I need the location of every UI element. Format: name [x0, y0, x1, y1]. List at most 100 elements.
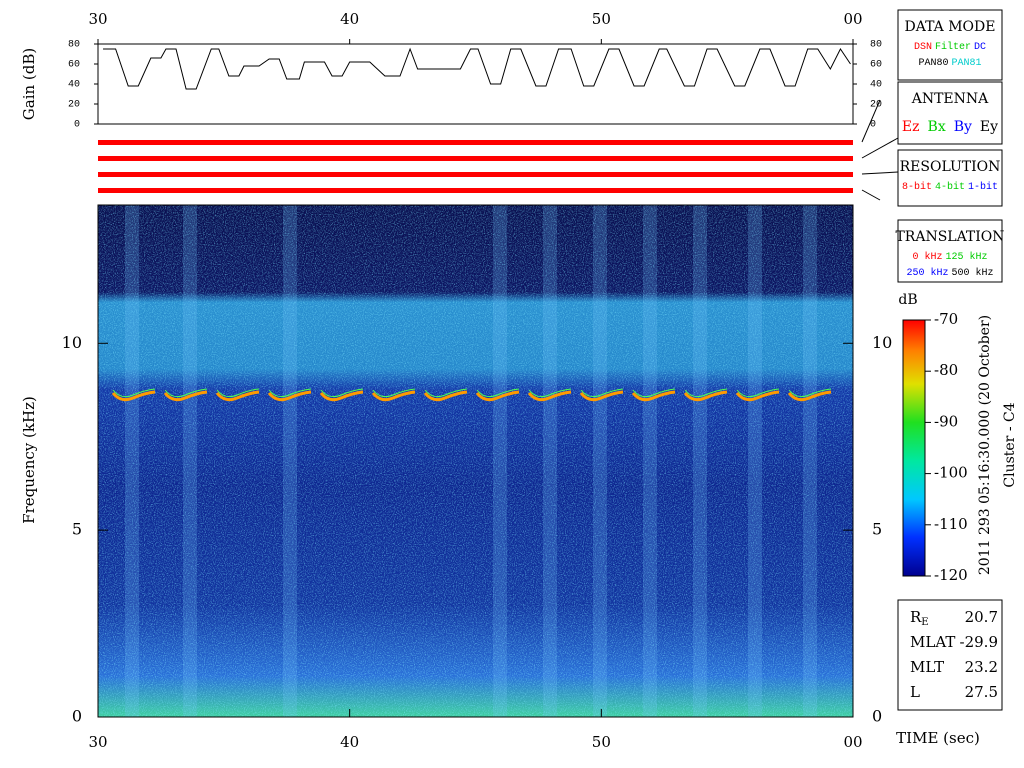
colorbar-tick-label: -80 [934, 361, 958, 379]
colorbar [902, 319, 926, 577]
status-bar [98, 140, 853, 145]
ephemeris-label-text: L [910, 683, 920, 701]
y-tick-label-right: 80 [870, 40, 882, 51]
y-tick-label: 40 [68, 80, 80, 91]
y-tick-label-right: 10 [872, 333, 892, 352]
connector [861, 189, 881, 201]
y-tick-label-right: 5 [872, 520, 882, 539]
emission-streak [543, 205, 557, 717]
status-item: Ey [980, 119, 998, 135]
emission-streak [283, 205, 297, 717]
ephemeris-value: 27.5 [965, 683, 998, 701]
ephemeris-value: -29.9 [960, 633, 998, 651]
colorbar-tick-label: -70 [934, 310, 958, 328]
y-tick-label: 60 [68, 60, 80, 71]
connector [861, 137, 899, 159]
status-box [897, 81, 1003, 145]
y-tick-label: 20 [68, 100, 80, 111]
spectrogram [98, 205, 853, 717]
y-tick-label-right: 60 [870, 60, 882, 71]
ephemeris-subscript: E [921, 617, 928, 628]
y-tick-label: 80 [68, 40, 80, 51]
emission-streak [493, 205, 507, 717]
status-row: 250 kHz 500 kHz [906, 267, 993, 279]
ephemeris-label-text: MLT [910, 658, 944, 676]
colorbar-tick-label: -100 [934, 464, 968, 482]
status-item: DSN [914, 42, 932, 53]
status-item: 1-bit [968, 181, 998, 193]
status-item: 4-bit [935, 181, 965, 193]
y-axis-label: Gain (dB) [20, 48, 38, 120]
y-axis-label: Frequency (kHz) [20, 396, 38, 524]
status-bars [98, 140, 853, 193]
y-tick-label: 5 [72, 520, 82, 539]
status-row: DSN Filter DC [914, 41, 986, 53]
status-item: Bx [928, 119, 946, 135]
x-tick-label: 00 [843, 10, 862, 28]
x-tick-label: 30 [88, 10, 107, 28]
y-tick-label-right: 40 [870, 80, 882, 91]
status-item: By [954, 119, 972, 135]
x-tick-label: 40 [340, 10, 359, 28]
status-row: Ez Bx By Ey [902, 119, 998, 135]
ephemeris-value: 23.2 [965, 658, 998, 676]
colorbar-tick-label: -120 [934, 566, 968, 584]
status-box [897, 219, 1003, 283]
status-row: 8-bit 4-bit 1-bit [902, 181, 998, 193]
colorbar-tick-label: -110 [934, 515, 968, 533]
status-row: PAN80 PAN81 [918, 58, 981, 69]
emission-streak [693, 205, 707, 717]
x-tick-label: 40 [340, 733, 359, 751]
y-tick-label-right: 0 [870, 120, 876, 131]
gain-line [103, 47, 851, 90]
x-tick-label: 50 [592, 10, 611, 28]
status-bar [98, 172, 853, 177]
emission-streak [593, 205, 607, 717]
emission-streak [183, 205, 197, 717]
status-item: Ez [902, 119, 920, 135]
status-title: TRANSLATION [895, 229, 1004, 245]
status-title: DATA MODE [905, 19, 996, 35]
x-tick-label: 50 [592, 733, 611, 751]
spectrogram-noise [98, 205, 853, 717]
y-tick-label-right: 0 [872, 707, 882, 726]
annotation: 2011 293 05:16:30.000 (20 October) [977, 315, 993, 575]
status-item: 8-bit [902, 181, 932, 193]
status-item: PAN80 [918, 58, 948, 69]
status-box [897, 9, 1003, 81]
status-item: DC [974, 42, 986, 53]
emission-streak [643, 205, 657, 717]
ephemeris-label: MLAT [910, 633, 955, 651]
y-tick-label: 10 [62, 333, 82, 352]
spectrogram-frame [97, 204, 854, 718]
y-tick-label-right: 20 [870, 100, 882, 111]
ephemeris-label: RE [910, 608, 929, 628]
connectors [861, 99, 899, 201]
connector [861, 99, 881, 143]
y-tick-label: 0 [74, 120, 80, 131]
ephemeris-box [897, 599, 1003, 711]
emission-streak [803, 205, 817, 717]
colorbar-tick-label: -90 [934, 412, 958, 430]
ephemeris-label: MLT [910, 658, 944, 676]
colorbar-label: dB [898, 292, 917, 308]
emission-streak [748, 205, 762, 717]
status-item: PAN81 [952, 58, 982, 69]
status-box [897, 149, 1003, 207]
status-item: 250 kHz [906, 267, 948, 279]
annotation: Cluster - C4 [1002, 402, 1018, 487]
connector [861, 171, 899, 175]
x-tick-label: 00 [843, 733, 862, 751]
status-item: Filter [935, 41, 971, 53]
ephemeris-label: L [910, 683, 920, 701]
emission-band-edge [112, 388, 832, 398]
ephemeris-value: 20.7 [965, 608, 998, 626]
status-item: 0 kHz [912, 251, 942, 263]
status-title: RESOLUTION [900, 159, 1001, 175]
y-tick-label: 0 [72, 707, 82, 726]
x-axis-label: TIME (sec) [896, 729, 980, 747]
status-item: 500 kHz [952, 267, 994, 279]
emission-streak [125, 205, 139, 717]
